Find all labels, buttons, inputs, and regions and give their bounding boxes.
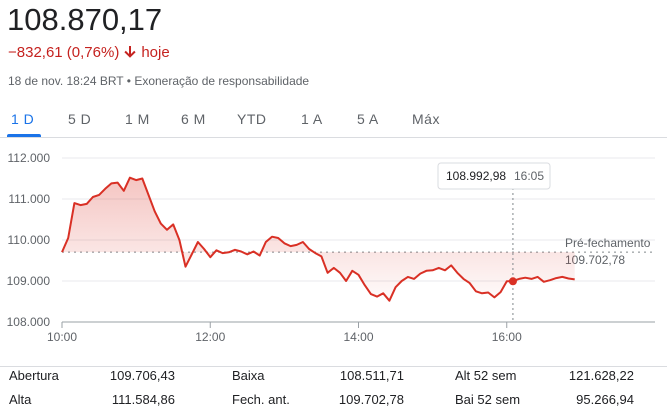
stat-label-low: Baixa <box>232 368 265 383</box>
y-tick-label: 112.000 <box>8 151 51 165</box>
series-line <box>61 176 575 302</box>
timestamp: 18 de nov. 18:24 BRT <box>8 74 124 88</box>
stat-label-high: Alta <box>9 392 32 407</box>
stat-value-52w-high: 121.628,22 <box>568 368 634 383</box>
stat-value-52w-low: 95.266,94 <box>576 392 634 407</box>
x-tick-label: 10:00 <box>47 330 77 344</box>
stat-value-prev-close: 109.702,78 <box>338 392 404 407</box>
y-tick-label: 109.000 <box>7 274 51 288</box>
tab-1a[interactable]: 1 A <box>301 111 323 127</box>
tab-5a[interactable]: 5 A <box>357 111 379 127</box>
tabs-divider <box>0 137 667 138</box>
price-change: −832,61 (0,76%) hoje <box>8 44 170 61</box>
stats-row: Abertura 109.706,43 Baixa 108.511,71 Alt… <box>0 368 667 390</box>
stats-divider <box>0 366 667 367</box>
series-area <box>62 177 575 301</box>
arrow-down-icon <box>124 46 136 58</box>
x-tick-label: 12:00 <box>195 330 225 344</box>
current-price: 108.870,17 <box>7 2 163 37</box>
hover-point <box>508 277 517 286</box>
disclaimer-link[interactable]: Exoneração de responsabilidade <box>134 74 310 88</box>
active-tab-indicator <box>7 134 41 137</box>
stat-label-52w-high: Alt 52 sem <box>455 368 517 383</box>
timestamp-line: 18 de nov. 18:24 BRT • Exoneração de res… <box>8 74 309 88</box>
separator: • <box>126 74 131 88</box>
tab-1m[interactable]: 1 M <box>125 111 150 127</box>
y-tick-label: 108.000 <box>7 315 51 329</box>
range-tabs: 1 D 5 D 1 M 6 M YTD 1 A 5 A Máx <box>0 111 667 139</box>
stat-label-prev-close: Fech. ant. <box>232 392 290 407</box>
tooltip-time: 16:05 <box>514 169 544 183</box>
stat-label-52w-low: Bai 52 sem <box>455 392 521 407</box>
tab-ytd[interactable]: YTD <box>237 111 267 127</box>
tab-5d[interactable]: 5 D <box>68 111 92 127</box>
change-period: hoje <box>141 44 170 61</box>
change-value: −832,61 (0,76%) <box>8 44 120 61</box>
stat-value-open: 109.706,43 <box>109 368 175 383</box>
tooltip-box <box>437 162 551 190</box>
stats-row: Alta 111.584,86 Fech. ant. 109.702,78 Ba… <box>0 392 667 414</box>
x-tick-label: 16:00 <box>492 330 522 344</box>
y-tick-label: 111.000 <box>8 192 50 206</box>
previous-close-label: Pré-fechamento <box>565 236 651 250</box>
stat-label-open: Abertura <box>9 368 59 383</box>
stat-value-high: 111.584,86 <box>111 392 175 407</box>
tab-6m[interactable]: 6 M <box>181 111 206 127</box>
tab-max[interactable]: Máx <box>412 111 440 127</box>
x-tick-label: 14:00 <box>343 330 373 344</box>
stat-value-low: 108.511,71 <box>339 368 404 383</box>
previous-close-value: 109.702,78 <box>565 253 625 267</box>
tooltip-value: 108.992,98 <box>446 169 506 183</box>
price-chart[interactable]: 112.000 111.000 110.000 109.000 108.00010:00… <box>0 146 667 346</box>
y-tick-label: 110.000 <box>8 233 51 247</box>
tab-1d[interactable]: 1 D <box>11 111 35 127</box>
